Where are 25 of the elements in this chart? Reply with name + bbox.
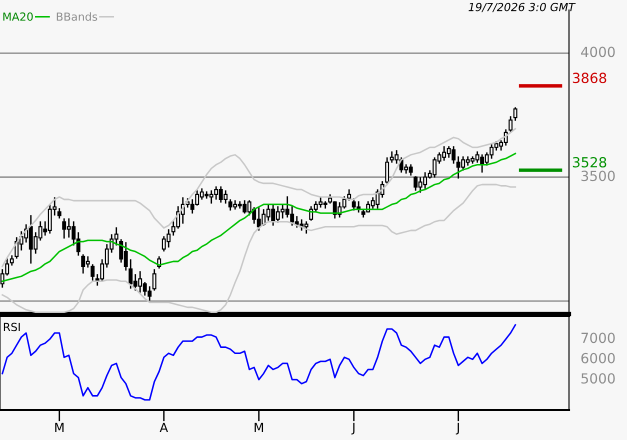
line-series <box>2 184 516 314</box>
candlestick <box>90 264 95 280</box>
y-tick-label: 6000 <box>581 352 615 364</box>
ref-line-label: 3528 <box>572 156 606 168</box>
annotation: 19/7/2026 3:0 GMT <box>468 2 576 12</box>
candlestick <box>508 116 513 133</box>
y-tick-label: 5000 <box>581 373 615 384</box>
legend-label: MA20 <box>3 12 33 21</box>
candlestick <box>152 269 156 291</box>
y-tick-label: 7000 <box>582 332 615 344</box>
candlestick <box>513 107 518 121</box>
y-tick-label: 3500 <box>581 170 615 182</box>
candlestick <box>385 157 390 184</box>
x-tick-label: J <box>456 422 459 434</box>
x-tick-label: M <box>55 422 64 432</box>
line-series <box>2 128 516 268</box>
candlestick <box>347 189 352 201</box>
y-tick-label: 4000 <box>581 46 615 58</box>
legend-label: BBands <box>56 12 98 21</box>
line-series <box>2 324 516 401</box>
x-tick-label: A <box>160 422 168 432</box>
x-tick-label: M <box>254 422 264 432</box>
ref-line-label: 3868 <box>572 72 606 84</box>
x-tick-label: J <box>351 422 354 434</box>
text: RSI <box>4 322 20 332</box>
